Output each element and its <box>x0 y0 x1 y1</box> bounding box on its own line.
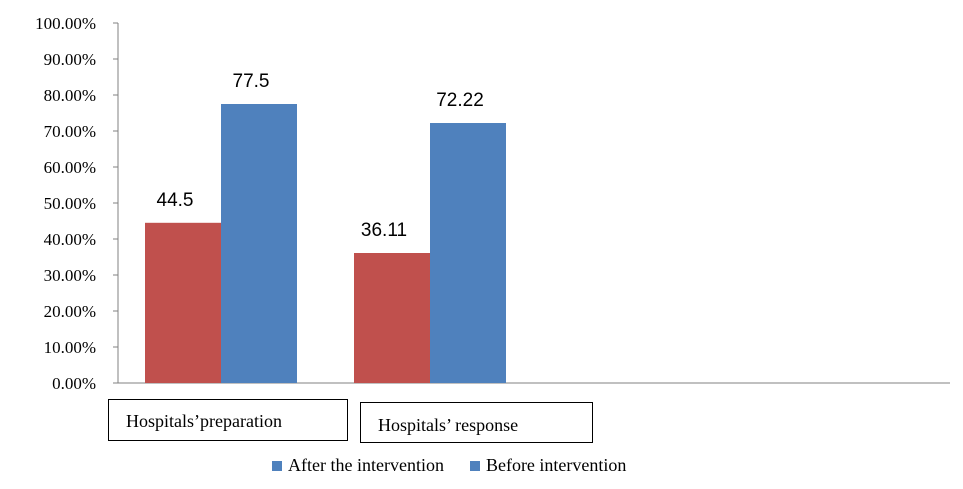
data-label-before: 77.5 <box>233 71 270 92</box>
y-tick-label: 30.00% <box>44 266 96 285</box>
y-tick-label: 90.00% <box>44 50 96 69</box>
data-label-after: 44.5 <box>157 190 194 211</box>
data-label-after: 36.11 <box>361 220 407 241</box>
legend-swatch-after <box>272 460 282 471</box>
y-tick-label: 20.00% <box>44 302 96 321</box>
legend-item-after: After the intervention <box>272 455 444 476</box>
y-tick-label: 100.00% <box>35 14 96 33</box>
bar-after <box>354 253 430 383</box>
legend-label-before: Before intervention <box>485 455 627 475</box>
data-labels: 44.5 77.5 36.11 72.22 <box>157 71 484 241</box>
y-tick-label: 40.00% <box>44 230 96 249</box>
bars <box>145 104 506 384</box>
y-tick-label: 10.00% <box>44 338 96 357</box>
legend-item-before: Before intervention <box>469 455 627 476</box>
y-tick-label: 0.00% <box>52 374 96 393</box>
bar-before <box>430 123 506 384</box>
bar-before <box>221 104 297 383</box>
y-tick-label: 50.00% <box>44 194 96 213</box>
legend: After the intervention Before interventi… <box>272 455 652 476</box>
data-label-before: 72.22 <box>436 90 484 111</box>
y-axis: 0.00% 10.00% 20.00% 30.00% 40.00% 50.00% 60.00… <box>35 14 950 393</box>
category-label-hospitals-preparation: Hospitals’preparation <box>108 399 348 441</box>
y-tick-label: 60.00% <box>44 158 96 177</box>
y-tick-label: 80.00% <box>44 86 96 105</box>
y-tick-label: 70.00% <box>44 122 96 141</box>
bar-after <box>145 222 221 383</box>
legend-swatch-before <box>469 460 480 471</box>
legend-label-after: After the intervention <box>288 455 444 475</box>
category-label-hospitals-response: Hospitals’ response <box>360 402 593 443</box>
